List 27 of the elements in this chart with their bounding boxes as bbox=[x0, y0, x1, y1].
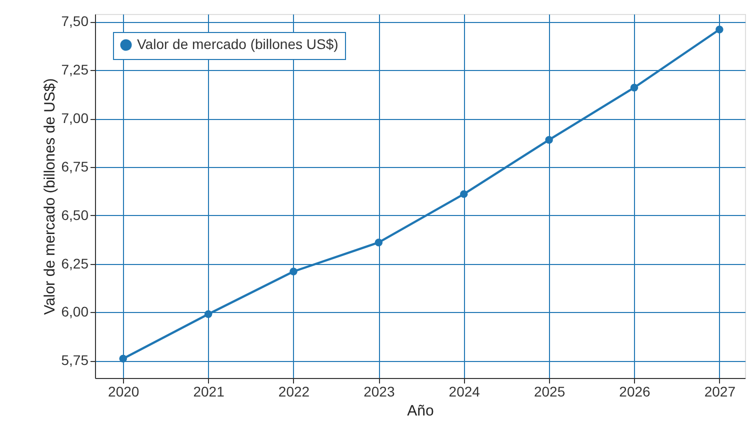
y-tick-label: 6,50 bbox=[61, 206, 89, 223]
point bbox=[716, 26, 724, 34]
y-tick-label: 7,00 bbox=[61, 110, 89, 126]
y-axis-title: Valor de mercado (billones de US$) bbox=[41, 78, 58, 315]
x-tick-label: 2021 bbox=[193, 384, 225, 400]
point bbox=[374, 238, 383, 246]
x-tick-label: 2023 bbox=[364, 384, 395, 400]
x-tick-label: 2022 bbox=[278, 384, 310, 400]
point bbox=[460, 190, 468, 198]
x-tick-label: 2020 bbox=[108, 384, 140, 400]
x-tick-label: 2027 bbox=[704, 384, 736, 400]
y-tick-label: 7,25 bbox=[61, 62, 89, 78]
point bbox=[119, 354, 127, 363]
legend-label: Valor de mercado (billones US$) bbox=[137, 36, 338, 52]
y-tick-label: 6,00 bbox=[61, 304, 89, 320]
point bbox=[204, 310, 212, 318]
y-tick-label: 5,75 bbox=[61, 352, 89, 368]
point bbox=[545, 136, 553, 144]
x-tick-label: 2024 bbox=[448, 384, 480, 400]
y-tick-label: 6,25 bbox=[61, 255, 89, 272]
y-tick-label: 7,50 bbox=[61, 13, 89, 30]
x-axis-title: Año bbox=[407, 402, 434, 420]
x-tick-label: 2025 bbox=[534, 384, 566, 400]
point bbox=[630, 84, 638, 92]
y-tick-label: 6,75 bbox=[61, 158, 89, 174]
point bbox=[290, 268, 298, 276]
x-tick-label: 2026 bbox=[619, 384, 651, 400]
